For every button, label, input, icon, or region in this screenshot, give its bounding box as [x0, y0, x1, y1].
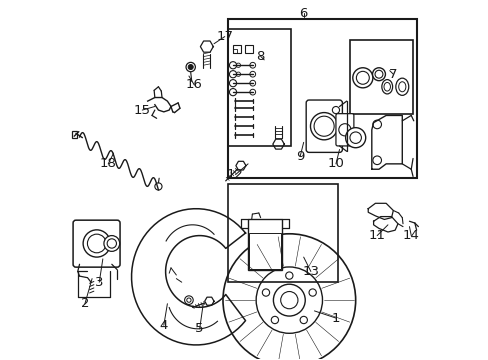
Circle shape [372, 68, 385, 81]
Text: 4: 4 [159, 319, 168, 332]
Circle shape [229, 80, 236, 87]
Bar [247, 220, 282, 270]
Text: 13: 13 [302, 265, 319, 278]
Circle shape [352, 68, 372, 88]
Text: 9: 9 [295, 150, 304, 163]
Text: 8: 8 [256, 50, 264, 63]
Text: 10: 10 [327, 157, 344, 170]
Bar [233, 49, 236, 53]
Circle shape [229, 62, 236, 69]
Circle shape [345, 128, 365, 148]
Bar [349, 40, 412, 114]
Text: 6: 6 [299, 7, 307, 20]
Text: 11: 11 [368, 229, 385, 242]
Circle shape [229, 89, 236, 96]
Circle shape [83, 230, 110, 257]
Text: 7: 7 [388, 68, 397, 81]
Text: 16: 16 [185, 78, 203, 91]
Bar [244, 45, 253, 53]
Text: 17: 17 [216, 30, 233, 43]
Text: 2: 2 [81, 297, 89, 310]
Circle shape [104, 235, 120, 251]
Text: 1: 1 [331, 311, 340, 325]
Bar [228, 184, 337, 282]
Ellipse shape [381, 80, 392, 94]
Bar [233, 45, 241, 53]
Text: 14: 14 [402, 229, 419, 242]
Text: 15: 15 [134, 104, 150, 117]
Circle shape [188, 64, 193, 69]
Bar [72, 131, 77, 138]
Text: 18: 18 [100, 157, 117, 170]
FancyBboxPatch shape [335, 114, 353, 146]
Circle shape [229, 71, 236, 78]
Bar [228, 30, 290, 146]
Ellipse shape [395, 78, 408, 95]
Circle shape [310, 113, 337, 140]
FancyBboxPatch shape [305, 100, 342, 152]
Bar [228, 19, 416, 178]
FancyBboxPatch shape [73, 220, 120, 267]
Bar [249, 233, 281, 269]
Text: 5: 5 [195, 322, 203, 335]
Text: 3: 3 [95, 276, 103, 289]
Text: 12: 12 [226, 168, 244, 181]
